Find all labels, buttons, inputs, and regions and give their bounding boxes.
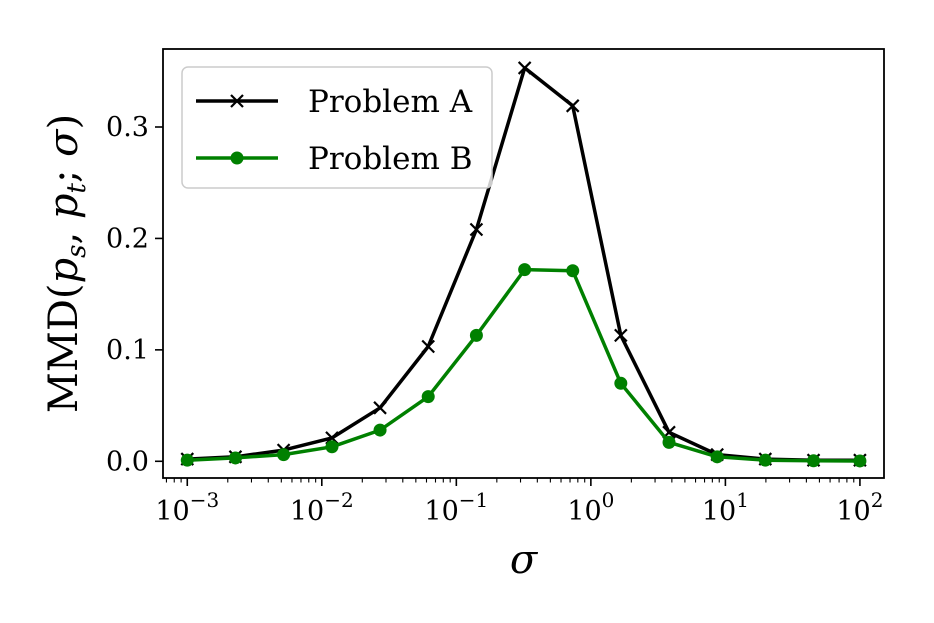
- data-point: [758, 453, 772, 467]
- data-point: [325, 440, 339, 454]
- legend-swatch-marker: [230, 151, 244, 165]
- svg-text:MMD(ps, pt; σ): MMD(ps, pt; σ): [41, 114, 92, 413]
- legend-item: Problem A: [196, 84, 473, 120]
- data-point: [518, 263, 532, 277]
- legend-item: Problem B: [196, 141, 472, 177]
- data-point: [373, 401, 387, 415]
- data-point: [807, 454, 821, 468]
- data-point: [614, 376, 628, 390]
- x-tick-label: 10−2: [290, 488, 354, 527]
- x-tick-label: 10−1: [424, 488, 488, 527]
- data-point: [421, 339, 435, 354]
- y-tick-label: 0.2: [106, 223, 149, 254]
- y-tick-label: 0.1: [106, 335, 149, 366]
- x-axis-label: σ: [510, 537, 539, 583]
- data-point: [373, 423, 387, 437]
- data-point: [180, 453, 194, 467]
- data-point: [662, 435, 676, 449]
- data-point: [566, 264, 580, 278]
- series-2: [180, 263, 867, 468]
- y-axis-ticks: 0.0 0.1 0.2 0.3: [106, 112, 163, 477]
- data-point: [614, 328, 628, 343]
- y-axis-label: MMD(ps, pt; σ): [41, 114, 92, 413]
- data-point: [517, 61, 532, 75]
- data-point: [277, 448, 291, 462]
- x-tick-label: 101: [702, 488, 749, 527]
- data-point: [565, 99, 580, 113]
- data-point: [710, 450, 724, 464]
- x-tick-label: 102: [836, 488, 883, 527]
- plot-frame: [162, 48, 885, 479]
- data-point: [421, 390, 435, 404]
- data-point: [853, 454, 867, 468]
- legend-label: Problem B: [308, 141, 472, 177]
- x-axis-ticks: 10−3 10−2 10−1 100 101 102: [155, 478, 883, 527]
- x-tick-label: 10−3: [155, 488, 219, 527]
- legend: Problem A Problem B: [181, 66, 493, 189]
- legend-label: Problem A: [308, 84, 473, 120]
- data-point: [228, 451, 242, 465]
- series-layer: [180, 61, 867, 468]
- series-line: [187, 267, 860, 463]
- x-tick-label: 100: [567, 488, 614, 527]
- legend-swatch-marker: [230, 94, 244, 108]
- y-tick-label: 0.3: [106, 112, 149, 143]
- data-point: [469, 222, 484, 237]
- data-point: [469, 328, 483, 342]
- y-tick-label: 0.0: [106, 446, 149, 477]
